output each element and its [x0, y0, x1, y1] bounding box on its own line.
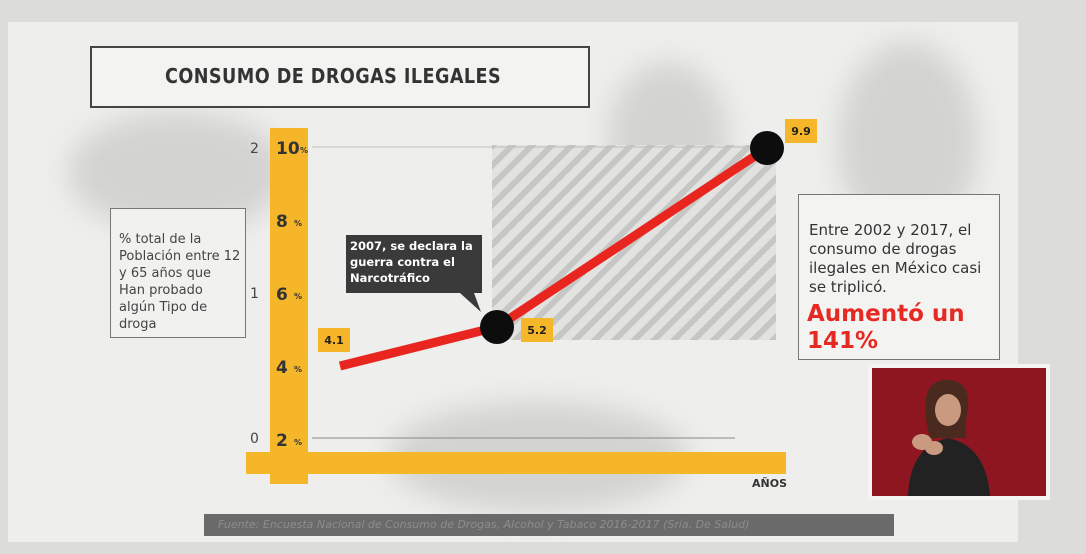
- data-label: 5.2: [521, 318, 553, 342]
- y-ticks: 2 %4 %6 %8 %10%: [276, 139, 308, 451]
- interpreter-video: [872, 368, 1046, 496]
- x-axis-bar: [246, 452, 786, 474]
- y-tick-label: 10: [276, 139, 300, 159]
- y-axis-bar: [270, 128, 308, 484]
- y-secondary-tick-label: 0: [250, 431, 259, 447]
- y-tick-unit: %: [300, 146, 308, 155]
- annotation-text: 2007, se declara la guerra contra el Nar…: [350, 239, 473, 285]
- y-tick-label: 2: [276, 431, 288, 451]
- y-secondary-ticks: 0 1 2: [250, 141, 259, 447]
- source-bar: Fuente: Encuesta Nacional de Consumo de …: [204, 514, 894, 536]
- info-box: Entre 2002 y 2017, el consumo de drogas …: [798, 194, 1000, 360]
- y-tick-unit: %: [294, 292, 302, 301]
- annotation-callout: 2007, se declara la guerra contra el Nar…: [346, 235, 482, 312]
- data-label: 4.1: [318, 328, 350, 352]
- data-label: 9.9: [785, 119, 817, 143]
- y-tick-label: 8: [276, 212, 288, 232]
- data-label-text: 5.2: [527, 324, 547, 337]
- y-secondary-tick-label: 1: [250, 286, 259, 302]
- source-text: Fuente: Encuesta Nacional de Consumo de …: [218, 518, 750, 531]
- data-label-text: 9.9: [791, 125, 811, 138]
- sign-language-window: [868, 364, 1050, 500]
- data-point-marker: [480, 310, 514, 344]
- sign-language-interpreter-icon: [908, 379, 990, 496]
- y-secondary-tick-label: 2: [250, 141, 259, 157]
- info-text: Entre 2002 y 2017, el consumo de drogas …: [809, 221, 982, 296]
- series: 4.1 5.2 9.9: [318, 119, 817, 371]
- y-tick-label: 6: [276, 285, 288, 305]
- presentation-slide: CONSUMO DE DROGAS ILEGALES % total de la…: [8, 22, 1018, 542]
- chart-title-box: CONSUMO DE DROGAS ILEGALES: [90, 46, 590, 108]
- x-axis-label: AÑOS: [752, 477, 787, 490]
- y-tick-unit: %: [294, 365, 302, 374]
- chart-title: CONSUMO DE DROGAS ILEGALES: [165, 64, 502, 88]
- y-axis-description-box: % total de la Población entre 12 y 65 añ…: [110, 208, 246, 338]
- y-axis-description: % total de la Población entre 12 y 65 añ…: [119, 232, 241, 332]
- info-highlight: Aumentó un 141%: [807, 301, 965, 354]
- data-point-marker: [750, 131, 784, 165]
- y-tick-unit: %: [294, 219, 302, 228]
- y-tick-label: 4: [276, 358, 288, 378]
- y-tick-unit: %: [294, 438, 302, 447]
- data-label-text: 4.1: [324, 334, 344, 347]
